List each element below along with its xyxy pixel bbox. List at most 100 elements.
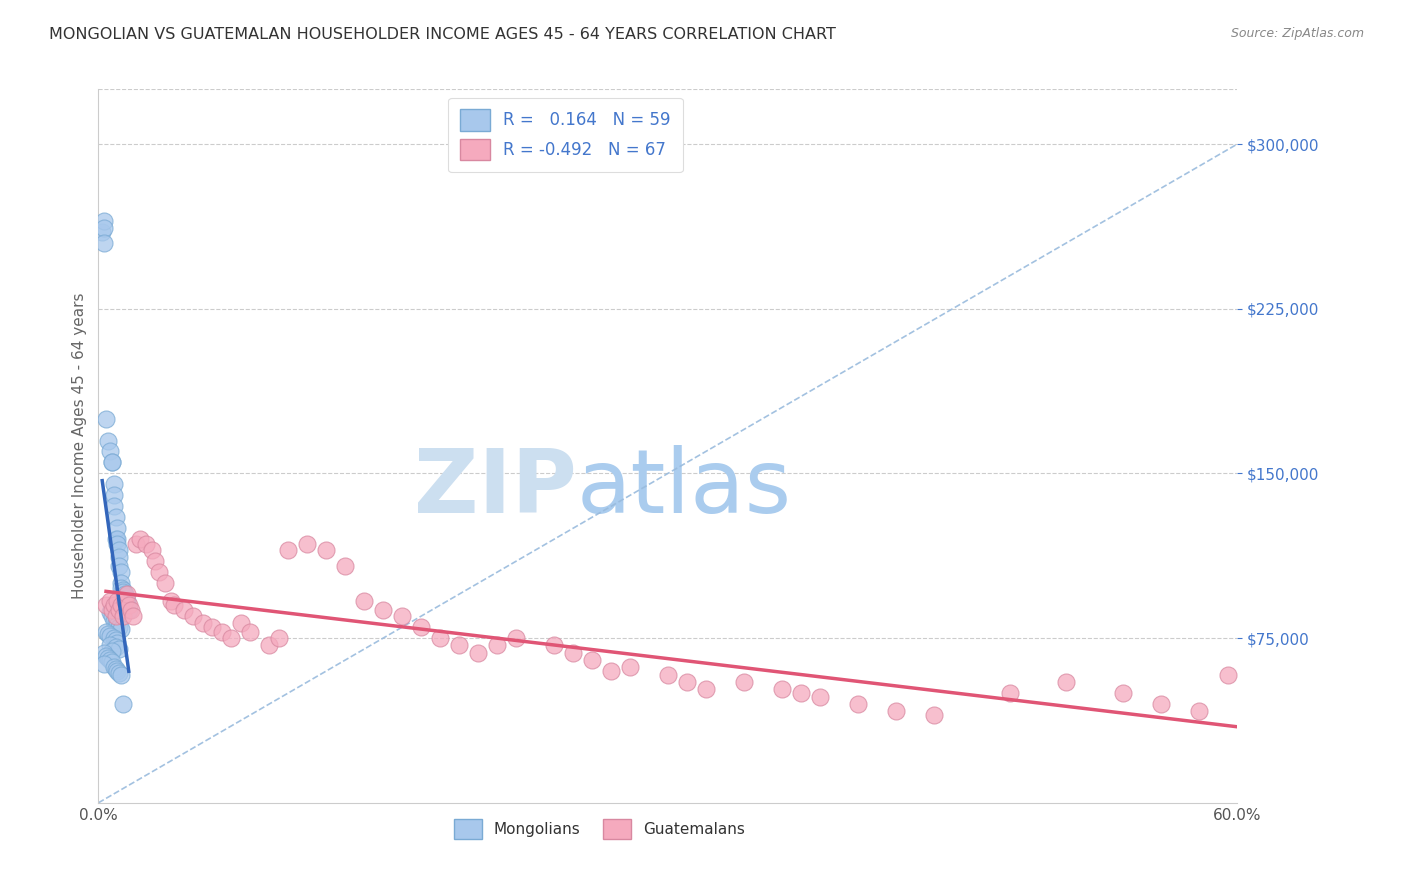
Point: [353, 594, 375, 608]
Point: [108, 558, 131, 573]
Point: [159, 594, 181, 608]
Point: [145, 554, 167, 568]
Point: [93, 647, 115, 661]
Point: [148, 566, 170, 580]
Point: [486, 638, 509, 652]
Point: [112, 697, 135, 711]
Point: [114, 587, 136, 601]
Point: [103, 500, 125, 514]
Point: [770, 681, 793, 696]
Point: [107, 635, 129, 649]
Point: [110, 668, 132, 682]
Point: [98, 594, 121, 608]
Point: [94, 598, 117, 612]
Point: [115, 587, 138, 601]
Point: [163, 598, 186, 612]
Point: [110, 623, 132, 637]
Point: [115, 594, 138, 608]
Point: [505, 631, 527, 645]
Point: [104, 662, 127, 676]
Point: [211, 624, 233, 639]
Point: [108, 549, 131, 564]
Point: [449, 638, 471, 652]
Point: [104, 640, 127, 654]
Point: [108, 642, 131, 657]
Point: [118, 602, 141, 616]
Point: [1150, 697, 1173, 711]
Point: [118, 598, 141, 612]
Point: [125, 537, 148, 551]
Point: [110, 576, 132, 591]
Point: [114, 590, 136, 604]
Point: [93, 220, 115, 235]
Point: [998, 686, 1021, 700]
Point: [100, 644, 122, 658]
Point: [104, 510, 127, 524]
Point: [91, 225, 114, 239]
Point: [114, 594, 136, 608]
Point: [97, 651, 120, 665]
Point: [1112, 686, 1135, 700]
Point: [129, 533, 152, 547]
Point: [108, 602, 131, 616]
Point: [108, 666, 131, 681]
Point: [884, 704, 907, 718]
Point: [112, 585, 135, 599]
Point: [1056, 675, 1078, 690]
Point: [297, 537, 319, 551]
Point: [107, 521, 129, 535]
Point: [100, 602, 122, 616]
Point: [107, 664, 129, 678]
Point: [120, 602, 142, 616]
Point: [581, 653, 603, 667]
Point: [676, 675, 699, 690]
Point: [98, 605, 121, 619]
Point: [846, 697, 869, 711]
Point: [411, 620, 433, 634]
Point: [191, 615, 214, 630]
Point: [100, 455, 122, 469]
Point: [100, 655, 122, 669]
Text: atlas: atlas: [576, 445, 792, 533]
Text: ZIP: ZIP: [413, 445, 576, 533]
Point: [141, 543, 163, 558]
Point: [112, 582, 135, 597]
Point: [108, 543, 131, 558]
Point: [562, 647, 585, 661]
Point: [98, 444, 121, 458]
Point: [103, 598, 125, 612]
Point: [110, 581, 132, 595]
Point: [153, 576, 176, 591]
Point: [104, 633, 127, 648]
Point: [104, 615, 127, 630]
Point: [790, 686, 813, 700]
Point: [107, 537, 129, 551]
Point: [103, 631, 125, 645]
Point: [922, 708, 945, 723]
Point: [277, 543, 299, 558]
Point: [315, 543, 337, 558]
Point: [429, 631, 451, 645]
Point: [371, 602, 394, 616]
Point: [600, 664, 623, 678]
Point: [104, 533, 127, 547]
Point: [115, 598, 138, 612]
Point: [97, 626, 120, 640]
Point: [201, 620, 224, 634]
Point: [1216, 668, 1239, 682]
Point: [94, 624, 117, 639]
Point: [100, 609, 122, 624]
Point: [93, 235, 115, 250]
Point: [107, 594, 129, 608]
Point: [267, 631, 290, 645]
Point: [103, 477, 125, 491]
Legend: Mongolians, Guatemalans: Mongolians, Guatemalans: [449, 814, 751, 845]
Point: [98, 629, 121, 643]
Point: [112, 609, 135, 624]
Point: [467, 647, 489, 661]
Point: [98, 638, 121, 652]
Point: [103, 659, 125, 673]
Point: [103, 488, 125, 502]
Point: [239, 624, 262, 639]
Point: [110, 566, 132, 580]
